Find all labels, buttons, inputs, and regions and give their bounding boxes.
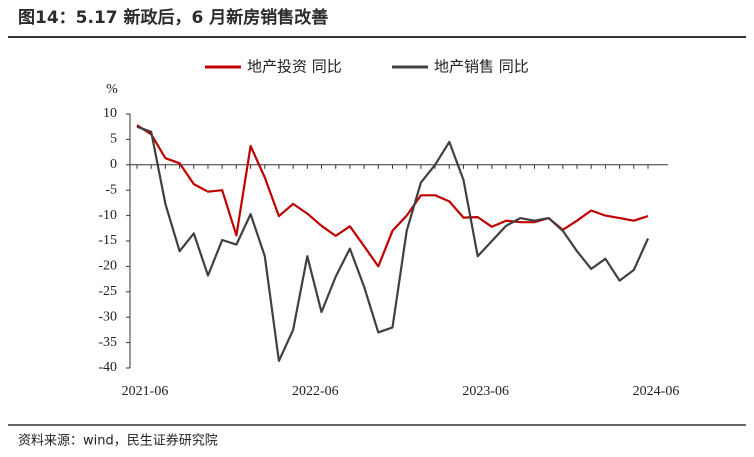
x-tick-label: 2021-06 (122, 384, 169, 399)
x-tick-label: 2023-06 (462, 384, 509, 399)
y-tick-label: -10 (98, 208, 117, 223)
series-line (136, 124, 649, 268)
y-unit: % (106, 82, 118, 97)
y-tick-label: -25 (98, 284, 117, 299)
y-tick-label: 0 (110, 157, 117, 172)
legend-label: 地产销售 同比 (434, 58, 529, 76)
y-tick-label: -5 (105, 182, 117, 197)
y-tick-label: -20 (98, 259, 117, 274)
x-tick-label: 2024-06 (633, 384, 680, 399)
y-tick-label: -15 (98, 233, 117, 248)
y-tick-label: 5 (110, 132, 117, 147)
source-note: 资料来源：wind，民生证券研究院 (18, 433, 218, 449)
y-tick-label: -30 (98, 309, 117, 324)
x-tick-label: 2022-06 (292, 384, 339, 399)
series-line (136, 125, 650, 362)
y-tick-label: 10 (103, 106, 117, 121)
y-tick-label: -40 (98, 360, 117, 375)
legend-label: 地产投资 同比 (247, 58, 342, 76)
chart-title: 图14：5.17 新政后，6 月新房销售改善 (18, 7, 328, 28)
y-tick-label: -35 (98, 335, 117, 350)
